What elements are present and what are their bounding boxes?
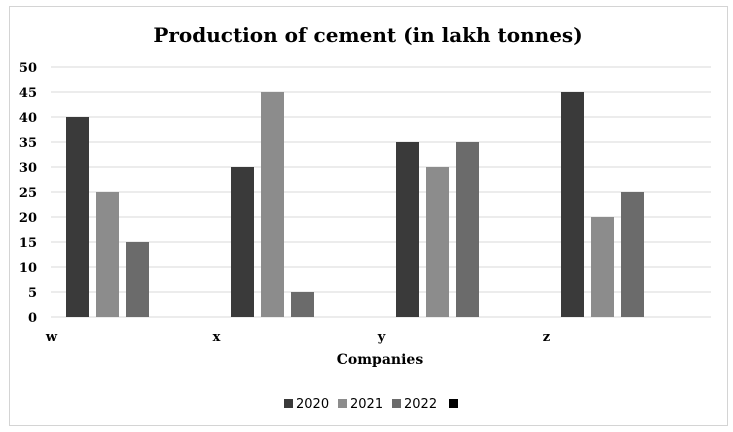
y-tick-label: 5: [28, 286, 37, 301]
y-tick-label: 15: [19, 236, 37, 251]
y-axis-ticks: 0 5 10 15 20 25 30 35 40 45 50: [19, 61, 37, 326]
x-axis-categories: w x y z: [45, 330, 550, 345]
bar-w-2022: [126, 242, 149, 317]
legend-swatch: [338, 399, 347, 408]
y-tick-label: 10: [19, 261, 37, 276]
legend-label: 2021: [350, 397, 383, 412]
legend-label: 2020: [296, 397, 329, 412]
bar-z-2021: [591, 217, 614, 317]
y-tick-label: 30: [19, 161, 37, 176]
bars: [66, 92, 644, 317]
bar-x-2022: [291, 292, 314, 317]
legend-swatch: [392, 399, 401, 408]
legend: 2020 2021 2022: [284, 397, 458, 412]
legend-swatch: [449, 399, 458, 408]
x-category-label: w: [45, 330, 58, 345]
bar-w-2021: [96, 192, 119, 317]
y-tick-label: 50: [19, 61, 37, 76]
y-tick-label: 45: [19, 86, 37, 101]
legend-swatch: [284, 399, 293, 408]
bar-z-2020: [561, 92, 584, 317]
bar-z-2022: [621, 192, 644, 317]
y-tick-label: 20: [19, 211, 37, 226]
chart-title: Production of cement (in lakh tonnes): [153, 23, 582, 47]
x-category-label: y: [377, 330, 386, 345]
bar-y-2022: [456, 142, 479, 317]
x-axis-label: Companies: [337, 352, 424, 368]
y-tick-label: 35: [19, 136, 37, 151]
bar-y-2020: [396, 142, 419, 317]
chart-frame: [9, 6, 728, 426]
bar-y-2021: [426, 167, 449, 317]
x-category-label: z: [543, 330, 550, 345]
x-category-label: x: [213, 330, 221, 345]
y-tick-label: 25: [19, 186, 37, 201]
y-tick-label: 40: [19, 111, 37, 126]
legend-label: 2022: [404, 397, 437, 412]
bar-w-2020: [66, 117, 89, 317]
y-tick-label: 0: [28, 311, 37, 326]
bar-x-2020: [231, 167, 254, 317]
bar-x-2021: [261, 92, 284, 317]
